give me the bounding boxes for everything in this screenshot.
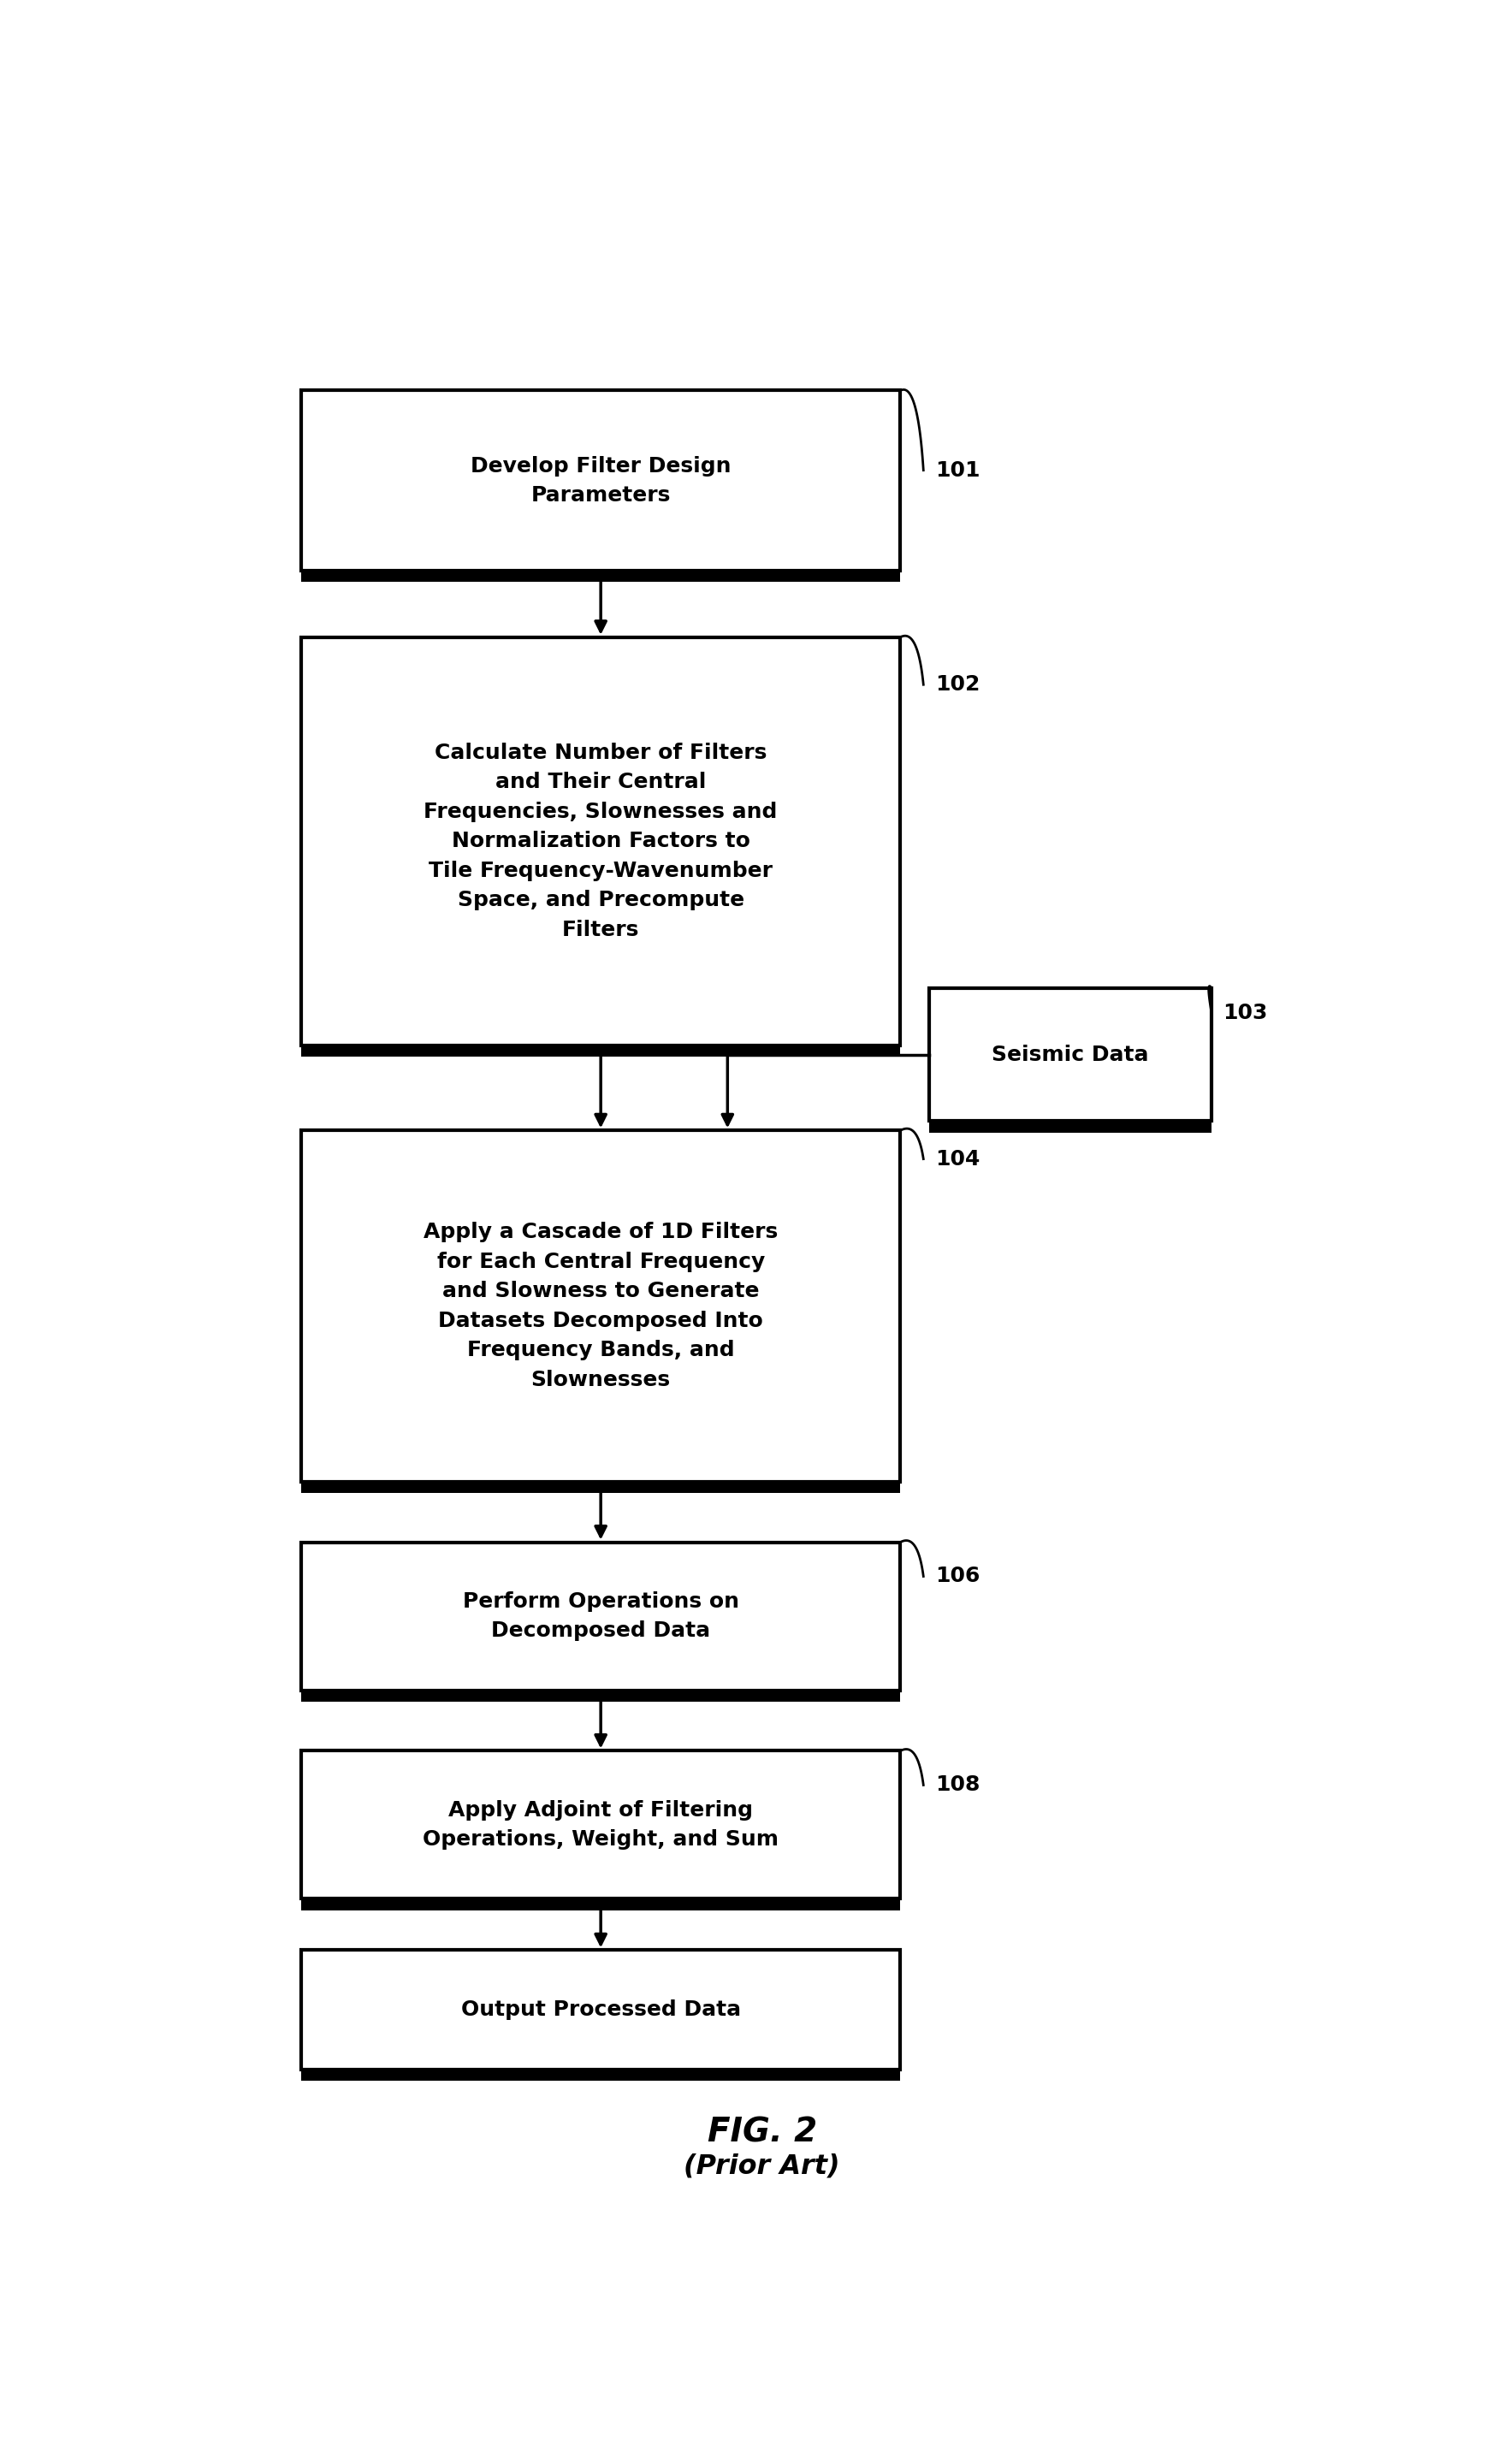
Text: Seismic Data: Seismic Data — [992, 1045, 1149, 1064]
Text: 104: 104 — [935, 1148, 980, 1170]
Text: Apply Adjoint of Filtering
Operations, Weight, and Sum: Apply Adjoint of Filtering Operations, W… — [422, 1799, 779, 1850]
Text: Perform Operations on
Decomposed Data: Perform Operations on Decomposed Data — [462, 1592, 739, 1641]
Bar — [302, 638, 901, 1045]
Text: 106: 106 — [935, 1567, 980, 1587]
Bar — [302, 1131, 901, 1481]
Text: Calculate Number of Filters
and Their Central
Frequencies, Slownesses and
Normal: Calculate Number of Filters and Their Ce… — [424, 742, 778, 939]
Bar — [302, 1464, 901, 1493]
Text: 102: 102 — [935, 675, 980, 695]
Bar — [929, 988, 1212, 1121]
Text: FIG. 2: FIG. 2 — [708, 2117, 816, 2149]
Bar — [302, 389, 901, 572]
Bar — [302, 554, 901, 582]
Text: (Prior Art): (Prior Art) — [684, 2154, 840, 2181]
Bar — [302, 1673, 901, 1703]
Bar — [929, 1104, 1212, 1133]
Bar — [302, 1542, 901, 1690]
Bar — [302, 1752, 901, 1900]
Text: Apply a Cascade of 1D Filters
for Each Central Frequency
and Slowness to Generat: Apply a Cascade of 1D Filters for Each C… — [424, 1222, 778, 1390]
Text: Output Processed Data: Output Processed Data — [461, 2001, 741, 2020]
Text: 108: 108 — [935, 1774, 980, 1796]
Text: 103: 103 — [1222, 1003, 1268, 1023]
Text: Develop Filter Design
Parameters: Develop Filter Design Parameters — [470, 456, 732, 505]
Bar — [302, 1949, 901, 2070]
Bar — [302, 1027, 901, 1057]
Bar — [302, 2053, 901, 2082]
Bar — [302, 1882, 901, 1910]
Text: 101: 101 — [935, 461, 980, 480]
